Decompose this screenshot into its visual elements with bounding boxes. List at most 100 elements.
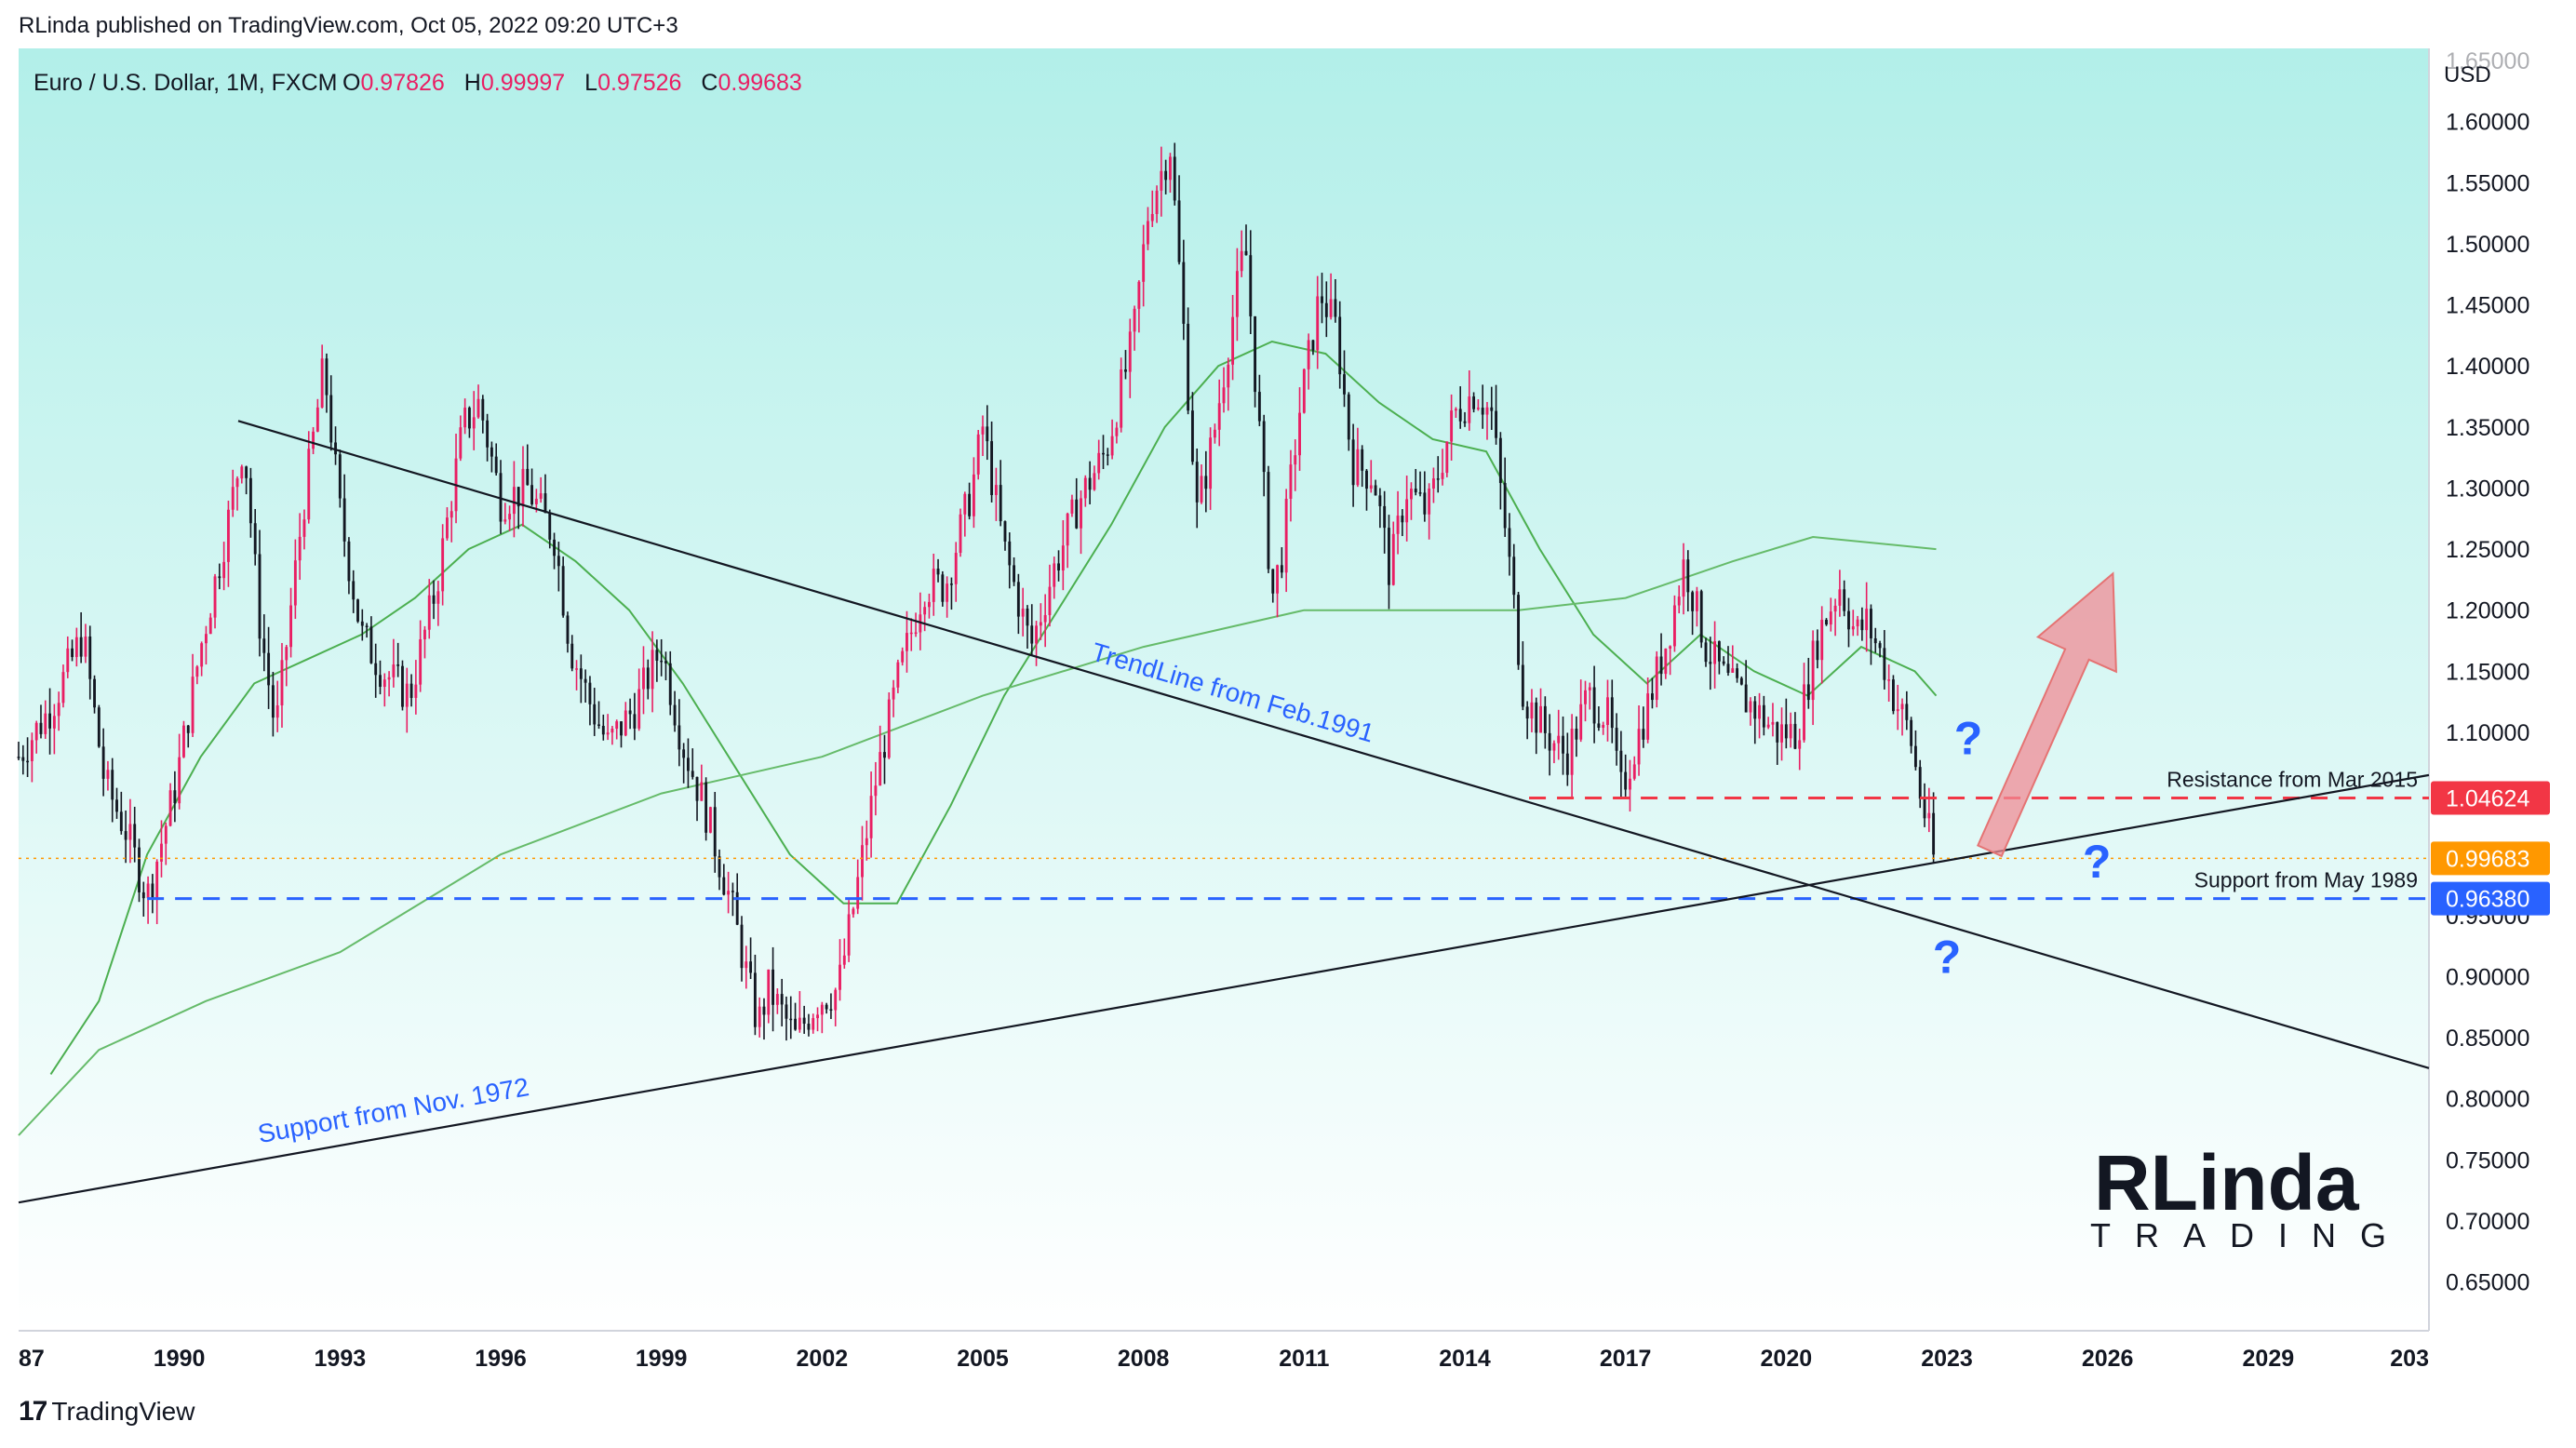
candle-body [794, 1018, 797, 1030]
y-tick-label: 0.85000 [2446, 1026, 2529, 1052]
y-tick-label: 1.45000 [2446, 293, 2529, 319]
candle-body [432, 595, 436, 604]
candle-body [30, 740, 34, 761]
candle-body [1798, 740, 1802, 749]
candle-body [93, 678, 96, 708]
candle-body [812, 1018, 815, 1030]
candle-body [633, 714, 637, 729]
candle-body [1606, 697, 1609, 726]
candle-body [1271, 569, 1275, 594]
candle-body [994, 485, 998, 495]
candle-body [753, 972, 757, 1027]
candle-body [419, 638, 423, 685]
candle-body [642, 667, 645, 690]
candle-body [1003, 521, 1007, 542]
last_price-price-badge [2431, 841, 2550, 876]
candle-body [802, 1017, 806, 1025]
candle-body [1204, 476, 1208, 489]
tradingview-logo-icon: 17 [19, 1396, 47, 1427]
candle-body [325, 358, 329, 396]
x-tick-label: 2029 [2243, 1346, 2295, 1372]
candle-body [861, 845, 864, 878]
candle-body [1410, 489, 1413, 500]
candle-body [472, 417, 476, 429]
candle-body [1195, 462, 1199, 503]
candle-body [1182, 261, 1186, 324]
candle-body [141, 892, 145, 899]
candle-body [1629, 778, 1631, 790]
candle-body [1892, 679, 1895, 712]
candle-body [834, 989, 838, 1011]
candle-body [762, 1006, 766, 1015]
candle-body [499, 473, 503, 522]
candle-body [584, 678, 587, 683]
watermark-name: RLinda [2094, 1139, 2360, 1227]
candle-body [695, 776, 699, 801]
candle-body [727, 891, 731, 895]
candle-body [1659, 656, 1663, 675]
candle-body [1231, 316, 1235, 365]
candle-body [267, 652, 271, 686]
candle-body [1843, 589, 1846, 611]
candle-body [1699, 591, 1703, 643]
resistance-label: Resistance from Mar 2015 [2167, 767, 2418, 791]
candle-body [1562, 735, 1564, 754]
candle-body [1816, 640, 1819, 661]
candle-body [293, 560, 297, 606]
candle-body [1361, 449, 1364, 471]
candle-body [1851, 626, 1855, 630]
candle-body [1900, 704, 1904, 710]
candle-body [231, 487, 235, 510]
candle-body [315, 407, 319, 432]
legend-ohlc: O0.97826 H0.99997 L0.97526 C0.99683 [342, 70, 802, 96]
candle-body [758, 1006, 761, 1027]
y-tick-label: 1.55000 [2446, 170, 2529, 196]
candle-body [48, 713, 52, 729]
candle-body [155, 861, 159, 898]
candle-body [379, 675, 382, 688]
candle-body [1450, 410, 1454, 442]
candle-body [655, 650, 659, 661]
candle-body [1887, 679, 1891, 681]
candle-body [896, 662, 900, 688]
tradingview-brand[interactable]: 17 TradingView [19, 1396, 195, 1428]
candle-body [1508, 528, 1511, 557]
candle-body [312, 431, 315, 449]
support-nov-1972-line[interactable] [18, 773, 2430, 1204]
candle-body [1758, 704, 1761, 719]
candle-body [986, 426, 989, 442]
candle-body [1575, 729, 1578, 740]
candle-body [347, 541, 351, 582]
candle-body [1932, 812, 1936, 855]
x-tick-label: 1993 [315, 1346, 367, 1372]
candle-body [44, 713, 47, 734]
candle-body [1476, 408, 1480, 409]
candle-body [1039, 622, 1042, 626]
candle-body [392, 664, 396, 677]
candle-body [97, 707, 101, 747]
candle-body [517, 487, 520, 507]
candle-body [463, 408, 467, 428]
candle-body [1276, 565, 1279, 594]
candle-body [1061, 545, 1065, 571]
candle-body [101, 746, 105, 779]
upward-arrow-icon[interactable] [1976, 571, 2117, 858]
candle-body [1016, 582, 1020, 617]
candle-body [1401, 516, 1404, 523]
candle-body [405, 683, 409, 707]
candle-body [205, 634, 208, 644]
candle-body [66, 648, 70, 673]
candle-body [1619, 750, 1623, 772]
candle-body [138, 847, 141, 892]
candle-body [1227, 364, 1230, 388]
candle-body [1597, 723, 1601, 728]
candle-body [1124, 369, 1127, 372]
trendline-feb-1991-line[interactable] [237, 420, 2430, 1069]
candle-body [369, 626, 373, 664]
candle-body [887, 699, 891, 758]
candle-body [226, 509, 230, 562]
candle-body [191, 677, 195, 733]
candle-body [852, 908, 855, 915]
candle-body [1910, 719, 1913, 746]
